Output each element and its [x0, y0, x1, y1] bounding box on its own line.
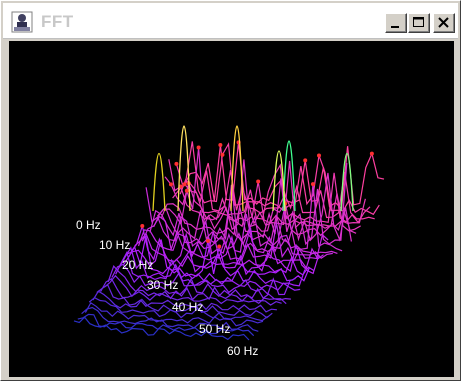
spectrum-spike	[340, 153, 354, 212]
peak-marker	[182, 182, 187, 187]
maximize-button[interactable]	[408, 13, 430, 33]
peak-marker	[303, 158, 308, 163]
spectrum-trace	[88, 296, 268, 322]
spectrum-trace	[179, 141, 380, 216]
freq-label-0hz: 0 Hz	[76, 218, 101, 232]
peak-marker	[178, 184, 183, 189]
spectrum-spike	[282, 140, 296, 212]
peak-marker	[317, 153, 321, 158]
close-icon	[438, 17, 449, 28]
spectrum-trace	[77, 313, 255, 337]
spectrum-trace	[126, 239, 315, 276]
spectrum-trace	[164, 160, 361, 232]
spectrum-trace	[111, 263, 296, 296]
spectrum-trace	[84, 301, 264, 327]
spectrum-trace	[92, 290, 273, 319]
maximize-icon	[413, 17, 424, 27]
peak-marker	[310, 182, 315, 187]
spectrum-trace	[73, 316, 250, 341]
peak-marker	[220, 152, 225, 157]
spectrum-spike	[177, 125, 191, 212]
peak-marker	[256, 179, 261, 184]
minimize-icon	[391, 26, 399, 28]
spectrum-trace	[96, 284, 277, 313]
freq-label-10hz: 10 Hz	[99, 238, 131, 252]
spectrum-trace	[149, 184, 343, 252]
minimize-button[interactable]	[385, 13, 407, 33]
spectrum-spike	[272, 150, 286, 212]
spectrum-trace	[122, 235, 311, 282]
peak-marker	[168, 182, 173, 187]
waterfall-svg	[73, 125, 385, 341]
spectrum-trace	[168, 159, 366, 227]
peak-marker	[218, 143, 223, 148]
spectrum-spike	[152, 153, 166, 212]
title-bar[interactable]: FFT	[3, 3, 458, 39]
fft-waterfall-plot: 0 Hz 10 Hz 20 Hz 30 Hz 40 Hz 50 Hz 60 Hz	[9, 41, 454, 377]
freq-label-30hz: 30 Hz	[147, 278, 179, 292]
spectrum-trace	[160, 159, 357, 237]
peak-marker	[369, 151, 374, 156]
spectrum-spike	[230, 125, 244, 212]
peak-marker	[140, 224, 145, 229]
window-title: FFT	[41, 12, 74, 31]
spectrum-trace	[81, 306, 259, 332]
peak-marker	[184, 188, 189, 193]
fft-app-icon[interactable]	[11, 11, 33, 33]
spectrum-trace	[137, 222, 329, 263]
peak-marker	[217, 244, 222, 249]
spectrum-trace	[141, 213, 333, 259]
freq-label-40hz: 40 Hz	[172, 300, 204, 314]
freq-label-50hz: 50 Hz	[199, 322, 231, 336]
close-button[interactable]	[433, 13, 455, 33]
spectrum-trace	[153, 163, 348, 246]
freq-label-60hz: 60 Hz	[227, 344, 259, 358]
peak-marker	[196, 145, 201, 150]
peak-marker	[205, 239, 210, 244]
spectrum-trace	[103, 274, 287, 305]
spectrum-trace	[107, 265, 291, 301]
freq-label-20hz: 20 Hz	[122, 258, 154, 272]
peak-marker	[174, 161, 179, 166]
spectrum-trace	[100, 277, 282, 306]
